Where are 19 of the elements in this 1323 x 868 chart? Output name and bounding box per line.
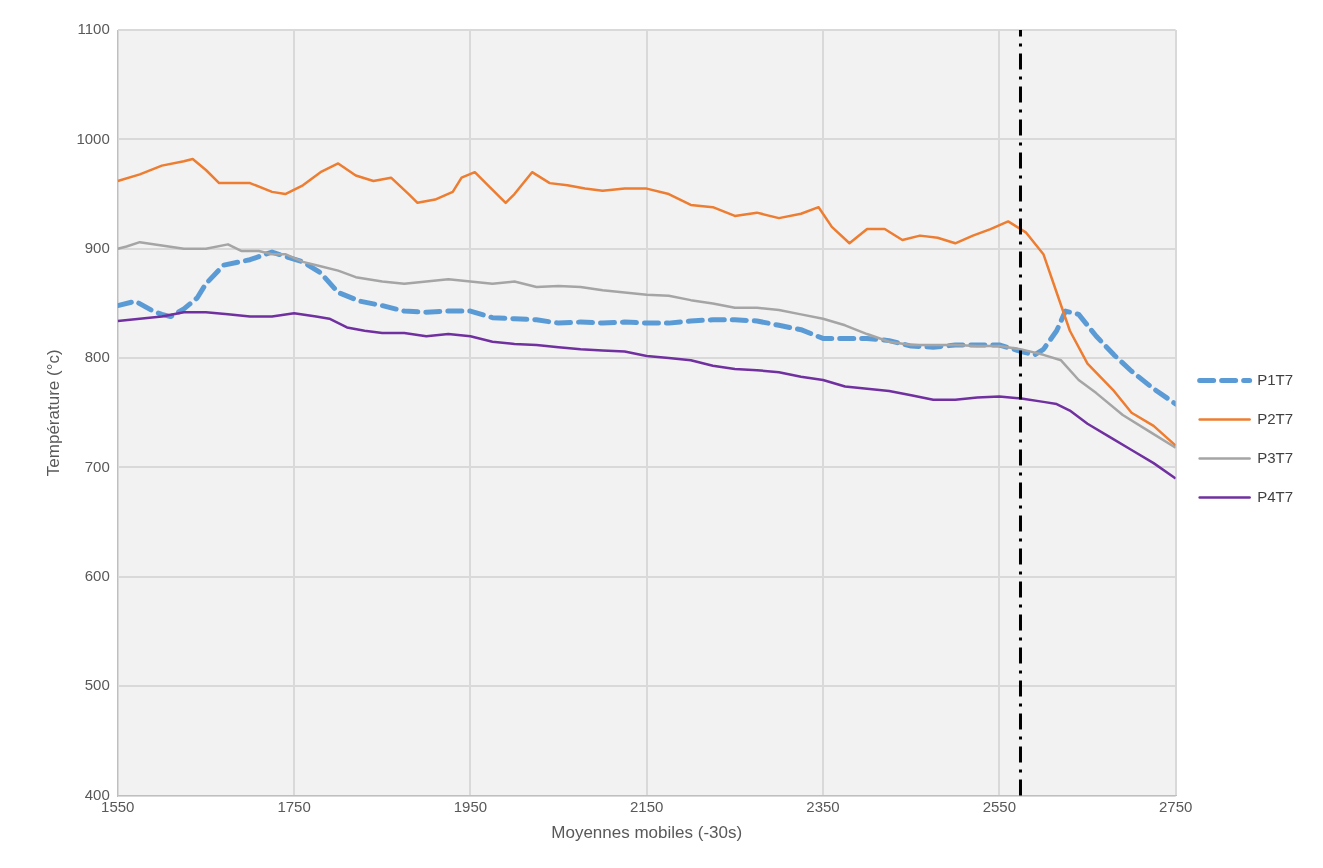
y-tick-label: 1100 bbox=[77, 20, 110, 38]
x-tick-label: 1750 bbox=[277, 797, 311, 815]
x-tick-label: 1950 bbox=[453, 797, 488, 815]
x-tick-label: 2150 bbox=[630, 797, 664, 815]
legend-label: P4T7 bbox=[1257, 487, 1294, 505]
legend-label: P1T7 bbox=[1257, 370, 1294, 388]
y-tick-label: 1000 bbox=[76, 129, 110, 147]
y-tick-label: 900 bbox=[84, 238, 110, 256]
y-axis-title: Température (°c) bbox=[43, 349, 63, 477]
x-tick-label: 2350 bbox=[806, 797, 840, 815]
legend-label: P3T7 bbox=[1257, 448, 1294, 466]
x-tick-label: 2550 bbox=[982, 797, 1017, 815]
y-tick-label: 600 bbox=[84, 567, 110, 584]
legend-label: P2T7 bbox=[1257, 409, 1294, 427]
y-tick-label: 800 bbox=[84, 348, 110, 366]
x-tick-label: 2750 bbox=[1158, 797, 1193, 815]
y-tick-label: 700 bbox=[84, 457, 110, 475]
y-tick-label: 500 bbox=[84, 676, 110, 694]
x-axis-title: Moyennes mobiles (-30s) bbox=[551, 823, 743, 843]
